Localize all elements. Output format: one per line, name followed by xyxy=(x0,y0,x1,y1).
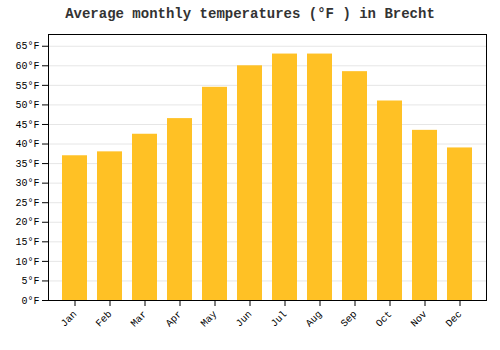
svg-text:45°F: 45°F xyxy=(15,120,39,131)
svg-text:Mar: Mar xyxy=(129,309,150,330)
svg-text:May: May xyxy=(199,309,220,330)
svg-text:Jul: Jul xyxy=(269,309,290,330)
svg-text:Dec: Dec xyxy=(444,309,465,330)
svg-text:Nov: Nov xyxy=(409,309,430,330)
svg-text:20°F: 20°F xyxy=(15,217,39,228)
svg-text:15°F: 15°F xyxy=(15,237,39,248)
svg-text:Feb: Feb xyxy=(94,309,115,330)
svg-text:Jun: Jun xyxy=(234,309,255,330)
svg-text:55°F: 55°F xyxy=(15,81,39,92)
svg-text:Oct: Oct xyxy=(374,309,395,330)
svg-text:5°F: 5°F xyxy=(21,276,39,287)
svg-text:Sep: Sep xyxy=(339,309,360,330)
svg-text:0°F: 0°F xyxy=(21,296,39,307)
svg-text:60°F: 60°F xyxy=(15,61,39,72)
svg-text:35°F: 35°F xyxy=(15,159,39,170)
svg-text:Apr: Apr xyxy=(164,309,185,330)
html-text:Average monthly temperatures (: Average monthly temperatures (°F ) in Br… xyxy=(65,6,435,22)
svg-text:50°F: 50°F xyxy=(15,100,39,111)
svg-text:Aug: Aug xyxy=(304,309,325,330)
svg-text:40°F: 40°F xyxy=(15,139,39,150)
svg-text:65°F: 65°F xyxy=(15,41,39,52)
svg-text:10°F: 10°F xyxy=(15,257,39,268)
svg-text:Jan: Jan xyxy=(59,309,80,330)
svg-text:30°F: 30°F xyxy=(15,178,39,189)
svg-text:25°F: 25°F xyxy=(15,198,39,209)
